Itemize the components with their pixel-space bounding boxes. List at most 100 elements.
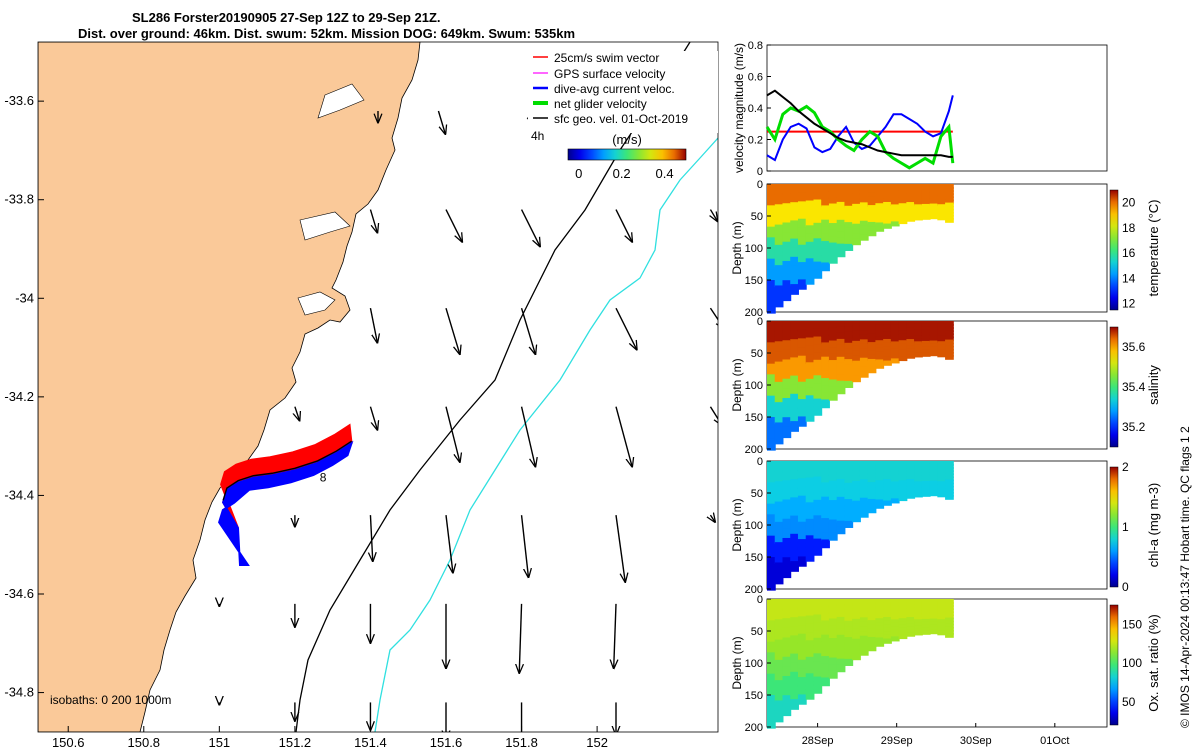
track-point-label: 8 <box>320 470 327 484</box>
section-cell <box>859 465 869 472</box>
section-cell <box>828 651 838 660</box>
section-cell <box>852 515 861 523</box>
section-cell <box>945 218 954 223</box>
section-cell <box>805 494 815 504</box>
section-cell <box>782 704 792 717</box>
section-cell <box>921 338 931 343</box>
section-cell <box>828 334 838 343</box>
section-cell <box>921 630 931 635</box>
section-cell <box>782 480 792 492</box>
legend-entry: GPS surface velocity <box>554 67 665 81</box>
section-cell <box>875 495 885 502</box>
section-cell <box>883 599 892 605</box>
section-cell <box>797 192 807 203</box>
section-cell <box>890 495 900 501</box>
legend-entry: net glider velocity <box>554 97 647 111</box>
section-cell <box>767 578 776 591</box>
section-cell <box>828 366 838 375</box>
map-ytick-label: -33.8 <box>4 192 34 207</box>
section-cell <box>844 493 854 501</box>
section-cell <box>821 198 830 208</box>
section-cell <box>767 301 776 314</box>
section-cell <box>867 230 877 237</box>
section-cell <box>774 184 784 196</box>
section-cell <box>797 227 807 238</box>
section-cell <box>821 342 830 352</box>
section-cell <box>782 349 792 362</box>
section-cell <box>929 211 939 217</box>
section-cell <box>836 604 846 613</box>
section-cell <box>852 365 861 373</box>
section-cell <box>921 610 931 615</box>
section-cell <box>929 480 939 486</box>
section-cell <box>828 526 838 535</box>
section-cell <box>774 619 784 632</box>
section-cell <box>767 342 776 355</box>
section-cell <box>883 461 892 467</box>
section-cell <box>921 209 931 215</box>
section-cell <box>805 599 815 609</box>
section-cell <box>937 630 947 636</box>
section-cell <box>836 508 846 517</box>
section-cell <box>844 631 854 639</box>
section-cell <box>875 210 885 217</box>
geo-velocity-arrow <box>710 209 717 222</box>
section-cell <box>821 399 830 409</box>
section-cell <box>921 478 931 483</box>
section-cell <box>921 483 931 489</box>
section-cell <box>937 466 947 472</box>
section-cell <box>875 359 885 365</box>
section-cell <box>821 461 830 470</box>
section-cell <box>813 352 823 362</box>
section-cell <box>767 321 776 334</box>
section-cell <box>790 561 799 572</box>
section-cell <box>782 203 792 215</box>
section-cell <box>797 381 807 393</box>
section-cell <box>883 464 892 470</box>
section-cell <box>890 204 900 210</box>
section-cell <box>921 321 931 326</box>
section-cell <box>898 473 908 479</box>
section-cell <box>859 330 869 337</box>
section-cell <box>813 199 823 209</box>
section-cell <box>774 275 784 288</box>
section-cell <box>914 213 923 218</box>
section-cell <box>774 670 784 682</box>
section-cell <box>844 205 854 213</box>
section-cell <box>867 607 877 614</box>
section-cell <box>898 618 908 624</box>
section-colorbar-tick: 35.4 <box>1122 380 1146 394</box>
section-cell <box>805 615 815 626</box>
map-xtick-label: 151.2 <box>279 735 312 750</box>
section-cell <box>790 617 799 628</box>
section-cell <box>782 340 792 352</box>
section-cell <box>867 645 877 652</box>
section-cell <box>914 481 923 486</box>
section-cell <box>767 461 776 474</box>
legend-entry: sfc geo. vel. 01-Oct-2019 <box>554 112 688 126</box>
section-cell <box>797 201 807 212</box>
section-cell <box>898 330 908 336</box>
section-cell <box>813 398 823 408</box>
section-cell <box>937 321 947 326</box>
section-ytick-label: 200 <box>745 722 763 734</box>
section-cell <box>929 203 939 209</box>
section-cell <box>898 209 908 215</box>
section-cell <box>844 337 854 345</box>
section-cell <box>782 359 792 371</box>
section-cell <box>805 354 815 364</box>
section-cell <box>906 205 916 210</box>
section-cell <box>929 466 939 472</box>
section-cell <box>805 656 815 667</box>
section-cell <box>914 184 923 189</box>
section-cell <box>821 205 830 215</box>
section-cell <box>883 346 892 352</box>
section-cell <box>945 321 954 326</box>
section-cell <box>836 478 846 487</box>
section-cell <box>937 332 947 338</box>
section-cell <box>875 468 885 475</box>
map-ytick-label: -34.8 <box>4 685 34 700</box>
section-cell <box>852 475 861 483</box>
section-cell <box>790 229 799 241</box>
section-cell <box>921 616 931 621</box>
